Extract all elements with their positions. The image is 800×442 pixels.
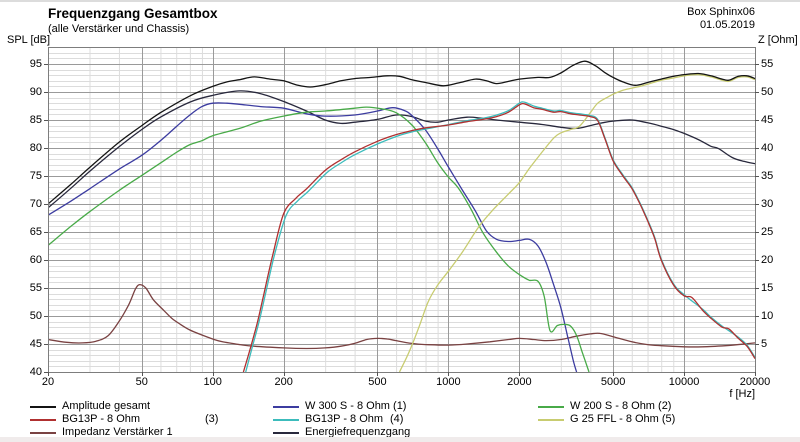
x-tick-label: 5000 <box>600 376 626 388</box>
legend-item-impedanz: Impedanz Verstärker 1 <box>30 426 280 439</box>
y-left-tick-label: 50 <box>29 310 42 322</box>
x-tick-label: 1000 <box>436 376 461 388</box>
grid-minor <box>48 47 755 372</box>
chart-title: Frequenzgang Gesamtbox <box>48 6 218 21</box>
legend-item-amplitude: Amplitude gesamt <box>30 400 280 413</box>
x-tick-label: 50 <box>135 376 148 388</box>
legend-label-w200s: W 200 S - 8 Ohm (2) <box>570 400 672 412</box>
plot-border <box>48 47 756 373</box>
box-name: Box Sphinx06 <box>687 6 755 18</box>
curve-w200s <box>48 106 590 372</box>
x-tick-label: 500 <box>368 376 387 388</box>
y-right-tick-label: 10 <box>761 310 774 322</box>
y-right-tick-label: 40 <box>761 142 774 154</box>
legend-note-bg13p_4: (4) <box>390 413 404 425</box>
box-date: 01.05.2019 <box>699 19 755 31</box>
legend-label-g25ffl: G 25 FFL - 8 Ohm (5) <box>570 413 676 425</box>
y-right-tick-label: 55 <box>761 58 774 70</box>
x-tick-label: 20 <box>41 376 55 388</box>
curve-energie <box>48 90 755 209</box>
legend-note-bg13p_3: (3) <box>205 413 219 425</box>
legend-item-w300s: W 300 S - 8 Ohm (1) <box>273 400 523 413</box>
x-tick-label: 100 <box>203 376 222 388</box>
y-left-tick-label: 95 <box>29 58 42 70</box>
curve-amplitude <box>48 60 755 205</box>
legend-swatch-w200s <box>538 406 564 408</box>
x-axis-label: f [Hz] <box>729 388 755 400</box>
legend-item-bg13p_4: BG13P - 8 Ohm (4) <box>273 413 523 426</box>
grid-major <box>48 47 755 372</box>
y-right-tick-label: 30 <box>761 198 774 210</box>
y-right-tick-label: 15 <box>761 282 774 294</box>
legend-swatch-amplitude <box>30 406 56 408</box>
legend-label-energie: Energiefrequenzgang <box>305 426 411 438</box>
curve-g25ffl <box>398 73 755 372</box>
y-left-tick-label: 65 <box>29 226 42 238</box>
y-axis-left-label: SPL [dB] <box>7 34 51 46</box>
legend-item-g25ffl: G 25 FFL - 8 Ohm (5) <box>538 413 788 426</box>
legend-swatch-energie <box>273 432 299 434</box>
legend-label-impedanz: Impedanz Verstärker 1 <box>62 426 173 438</box>
legend-swatch-bg13p_4 <box>273 419 299 421</box>
y-right-tick-label: 35 <box>761 170 774 182</box>
y-left-tick-label: 75 <box>29 170 42 182</box>
y-right-tick-label: 5 <box>761 338 768 350</box>
chart-subtitle: (alle Verstärker und Chassis) <box>48 23 190 35</box>
legend-item-w200s: W 200 S - 8 Ohm (2) <box>538 400 788 413</box>
y-right-tick-label: 25 <box>761 226 774 238</box>
y-left-tick-label: 90 <box>29 86 42 98</box>
legend-swatch-w300s <box>273 406 299 408</box>
curve-impedanz <box>48 283 755 350</box>
x-tick-label: 10000 <box>668 376 700 388</box>
legend-swatch-bg13p_3 <box>30 419 56 421</box>
legend-item-energie: Energiefrequenzgang <box>273 426 523 439</box>
x-tick-label: 2000 <box>507 376 532 388</box>
legend-label-w300s: W 300 S - 8 Ohm (1) <box>305 400 407 412</box>
window-bottom-edge <box>0 437 800 442</box>
y-left-tick-label: 55 <box>29 282 42 294</box>
legend-label-amplitude: Amplitude gesamt <box>62 400 151 412</box>
legend-label-bg13p_3: BG13P - 8 Ohm <box>62 413 141 425</box>
y-left-tick-label: 60 <box>29 254 42 266</box>
legend-swatch-impedanz <box>30 432 56 434</box>
y-left-tick-label: 85 <box>29 114 42 126</box>
window-top-border <box>0 0 800 2</box>
y-left-tick-label: 80 <box>29 142 42 154</box>
legend-label-bg13p_4: BG13P - 8 Ohm <box>305 413 384 425</box>
curves <box>48 60 755 372</box>
axis-ticks <box>44 64 759 376</box>
y-axis-right-label: Z [Ohm] <box>758 34 798 46</box>
y-left-tick-label: 45 <box>29 338 42 350</box>
y-right-tick-label: 50 <box>761 86 774 98</box>
curve-bg13p_3 <box>242 102 755 372</box>
y-right-tick-label: 20 <box>761 254 774 266</box>
x-tick-label: 20000 <box>739 376 771 388</box>
curve-w300s <box>48 102 578 372</box>
x-tick-label: 200 <box>274 376 293 388</box>
y-left-tick-label: 70 <box>29 198 42 210</box>
legend-item-bg13p_3: BG13P - 8 Ohm (3) <box>30 413 280 426</box>
y-right-tick-label: 45 <box>761 114 774 126</box>
legend-swatch-g25ffl <box>538 419 564 421</box>
y-left-tick-label: 40 <box>29 366 42 378</box>
